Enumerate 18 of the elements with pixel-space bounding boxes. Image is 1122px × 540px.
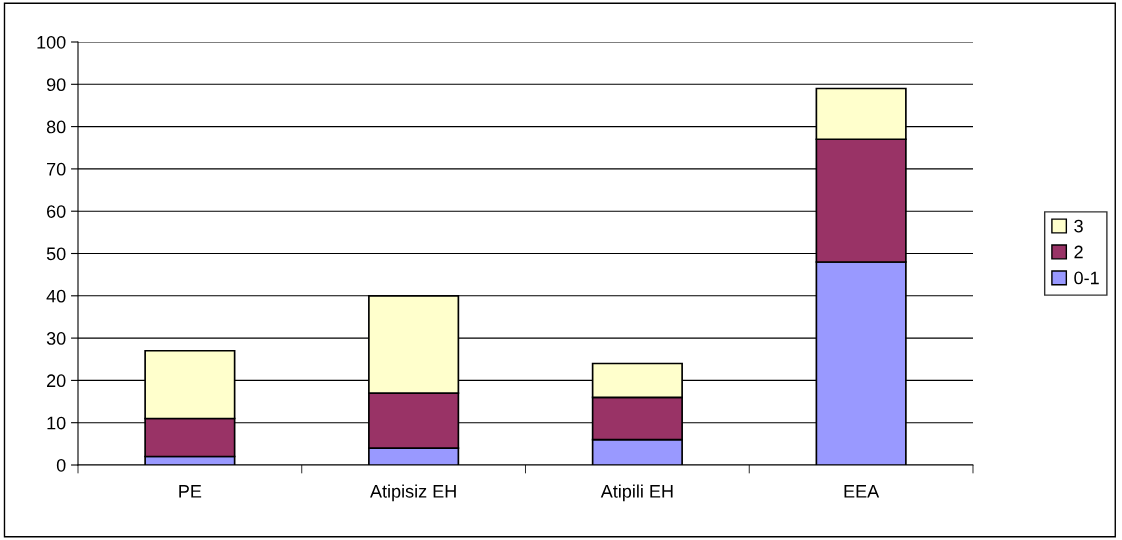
- y-tick-label: 0: [56, 458, 66, 472]
- y-tick-label: 60: [47, 205, 66, 218]
- y-tick-label: 10: [47, 416, 66, 430]
- x-tick-label: EEA: [844, 485, 880, 498]
- legend-label: 2: [1074, 245, 1083, 259]
- y-tick-label: 40: [46, 289, 66, 303]
- x-tick-label: Atipili EH: [600, 484, 673, 502]
- x-tick-label: PE: [179, 485, 202, 498]
- y-tick-label: 50: [46, 247, 66, 261]
- x-tick-label: Atipisiz EH: [370, 484, 456, 502]
- legend-label: 0-1: [1074, 271, 1099, 285]
- y-tick-label: 100: [37, 35, 66, 49]
- legend-label: 3: [1074, 219, 1083, 233]
- y-tick-label: 30: [46, 332, 66, 345]
- y-tick-label: 80: [46, 120, 66, 134]
- y-tick-label: 90: [46, 78, 66, 92]
- y-tick-label: 70: [47, 162, 66, 176]
- y-tick-label: 20: [47, 374, 66, 388]
